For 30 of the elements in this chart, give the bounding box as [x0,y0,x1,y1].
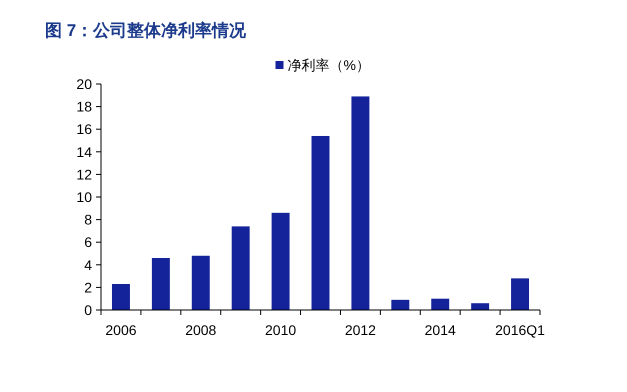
y-tick-label: 18 [76,98,92,115]
x-tick-label: 2010 [265,322,296,338]
chart-title: 图 7：公司整体净利率情况 [45,21,248,40]
bar [192,256,210,310]
bar [431,298,450,310]
bar [391,300,410,310]
x-tick-label: 2012 [344,322,376,338]
x-tick-label: 2014 [424,322,456,338]
y-tick-label: 12 [76,166,92,182]
bar [272,212,290,310]
y-tick-label: 14 [76,144,92,160]
y-tick-label: 2 [84,279,92,296]
bar [471,303,490,310]
y-tick-label: 8 [84,212,92,228]
bar [511,278,530,310]
y-tick-label: 4 [84,256,92,273]
y-tick-label: 6 [84,234,92,250]
x-tick-label: 2006 [105,322,137,338]
bar [232,226,250,310]
bar [312,136,330,310]
y-tick-label: 0 [84,302,92,318]
bar [351,96,370,310]
legend-label: 净利率（%） [288,57,370,73]
y-tick-label: 16 [76,121,92,138]
x-tick-label: 2016Q1 [495,322,546,338]
y-tick-label: 20 [76,76,92,92]
bar [152,258,170,310]
x-tick-label: 2008 [185,322,217,338]
bar [112,284,130,310]
y-tick-label: 10 [76,189,92,205]
